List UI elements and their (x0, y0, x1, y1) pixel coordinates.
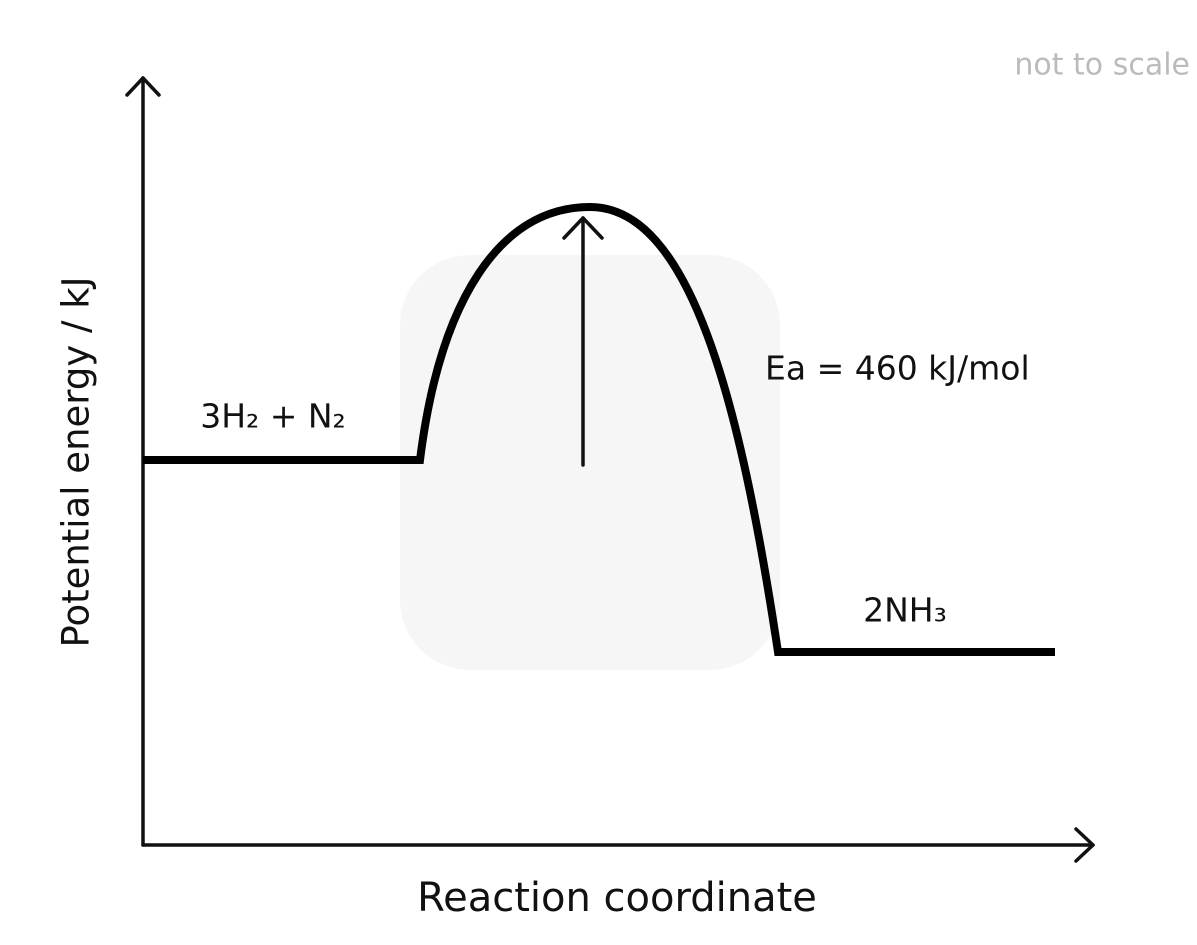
watermark (400, 255, 780, 670)
scale-note: not to scale (1014, 48, 1190, 83)
reactants-label: 3H₂ + N₂ (200, 397, 346, 436)
activation-energy-label: Ea = 460 kJ/mol (765, 349, 1030, 388)
energy-curve (143, 202, 1055, 656)
y-axis-label: Potential energy / kJ (55, 276, 98, 647)
x-axis-label: Reaction coordinate (417, 875, 817, 921)
ea-arrow (562, 216, 604, 467)
products-label: 2NH₃ (863, 591, 947, 630)
